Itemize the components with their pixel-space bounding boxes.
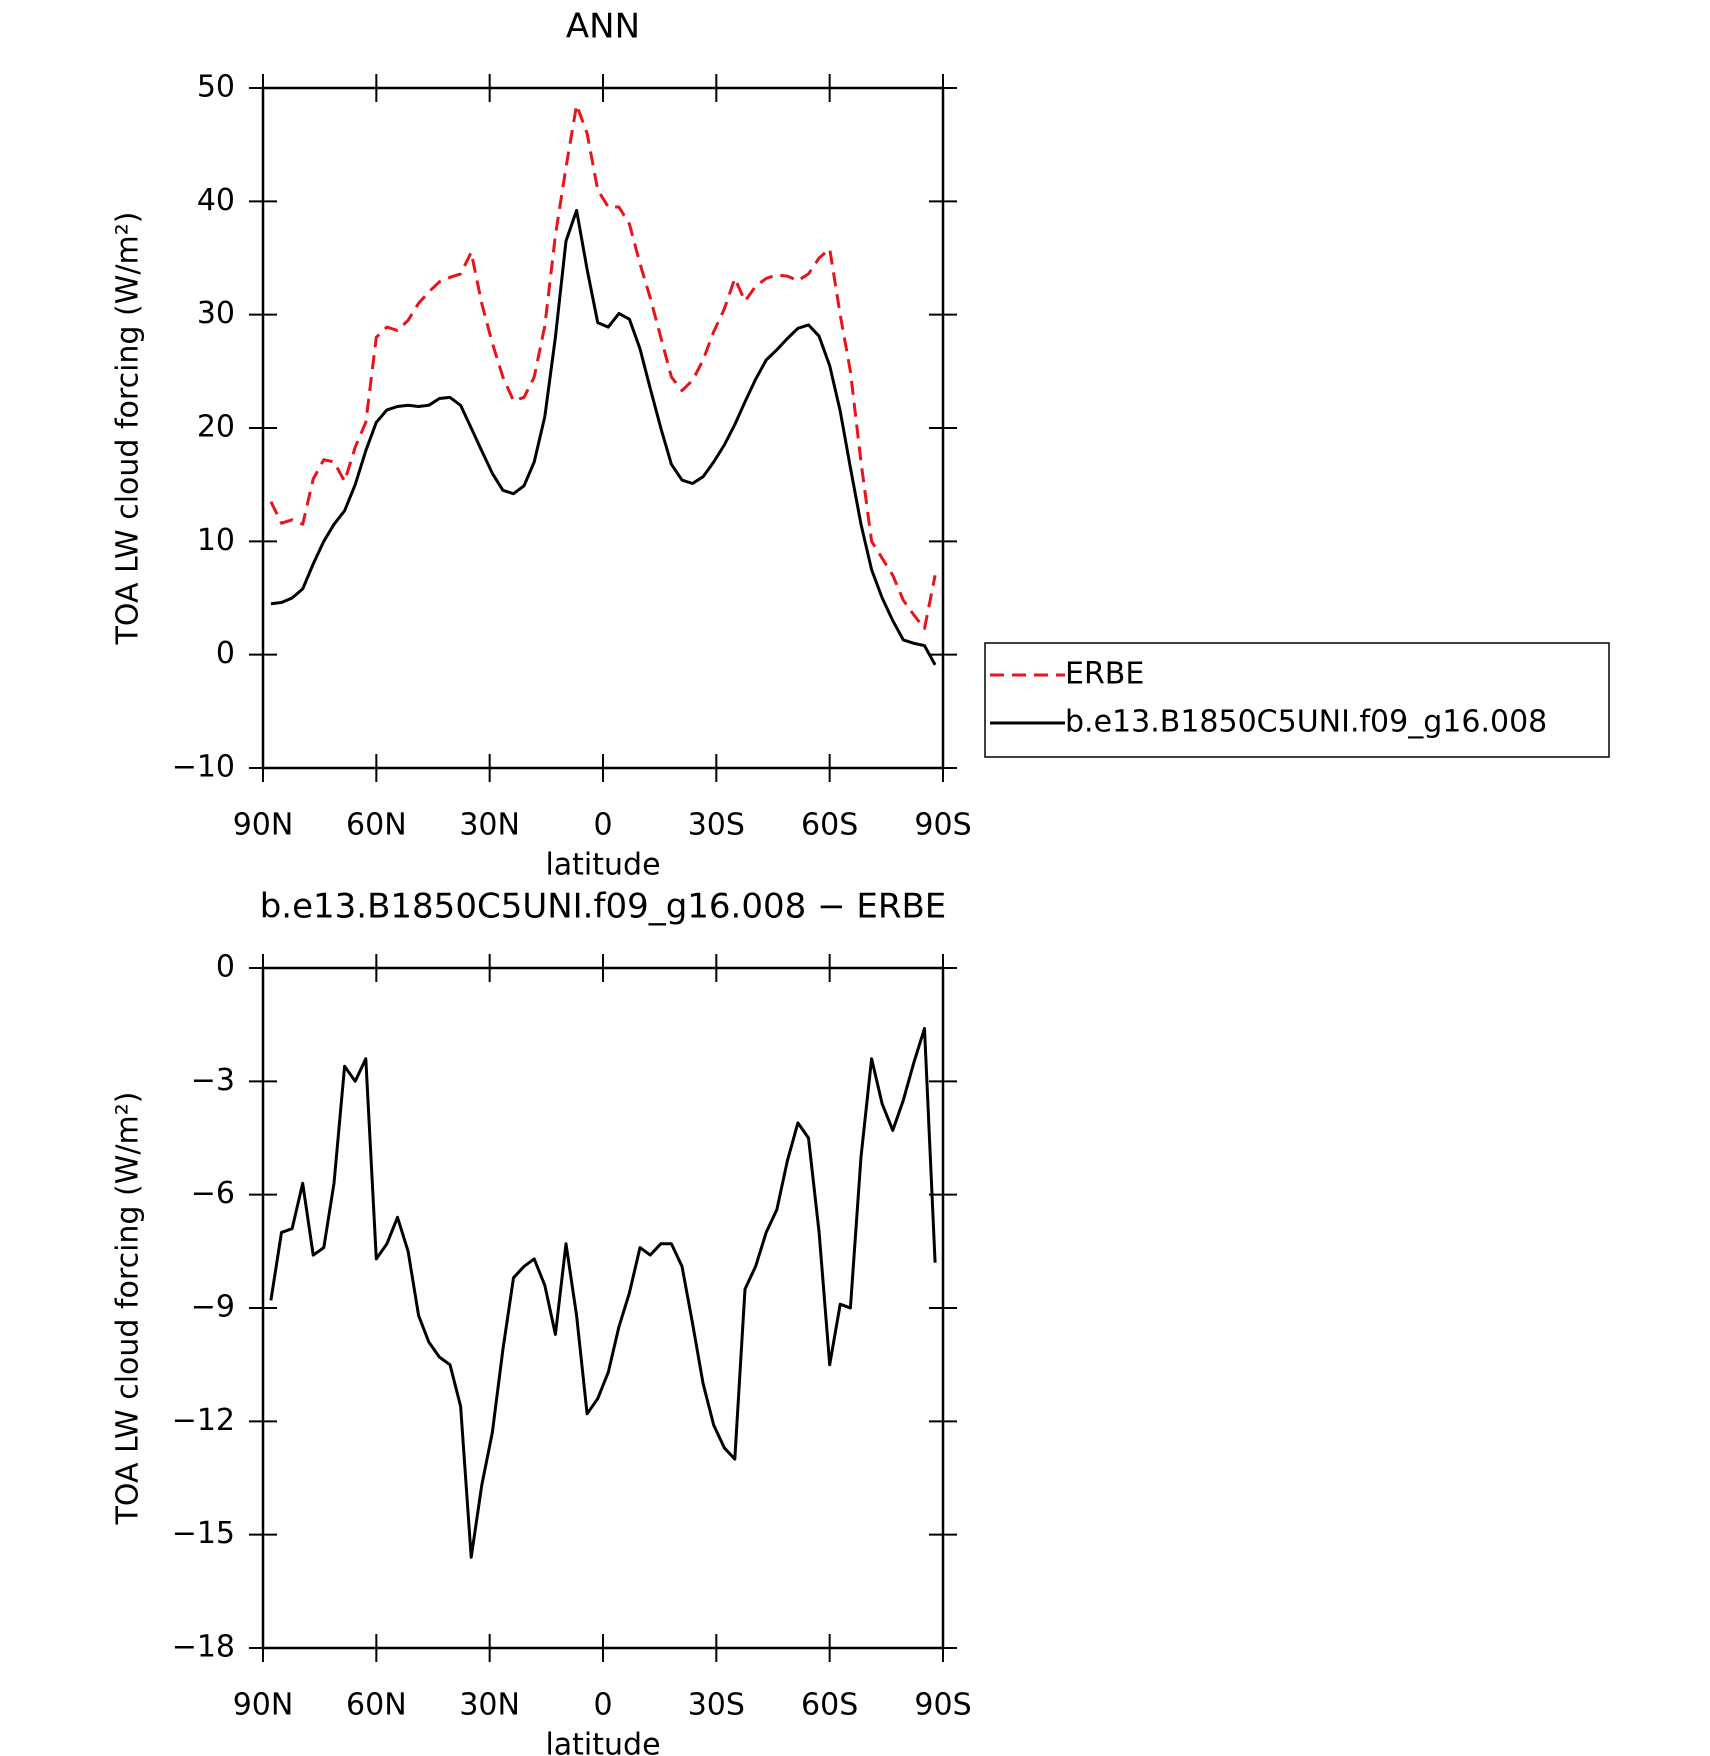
x-axis-label: latitude [545, 1728, 660, 1756]
chart-title: ANN [566, 7, 640, 47]
y-axis-label: TOA LW cloud forcing (W/m²) [111, 1092, 146, 1526]
y-tick-label: 20 [197, 410, 235, 445]
y-tick-label: −12 [172, 1403, 235, 1438]
chart-title: b.e13.B1850C5UNI.f09_g16.008 − ERBE [260, 887, 947, 927]
y-tick-label: −3 [191, 1063, 235, 1098]
x-tick-label: 90S [914, 1688, 971, 1723]
y-tick-label: 10 [197, 523, 235, 558]
x-tick-label: 30N [459, 1688, 520, 1723]
y-tick-label: 30 [197, 296, 235, 331]
x-tick-label: 60N [346, 1688, 407, 1723]
x-tick-label: 90N [233, 808, 294, 843]
y-tick-label: −9 [191, 1290, 235, 1325]
y-tick-label: 0 [216, 636, 235, 671]
series-line [270, 208, 937, 666]
y-tick-label: −18 [172, 1630, 235, 1665]
x-tick-label: 0 [593, 808, 612, 843]
x-tick-label: 90S [914, 808, 971, 843]
y-tick-label: −10 [172, 750, 235, 785]
legend-label: b.e13.B1850C5UNI.f09_g16.008 [1065, 705, 1547, 740]
plot-frame [261, 86, 945, 770]
series-line [269, 103, 937, 631]
y-tick-label: 0 [216, 950, 235, 985]
x-tick-label: 60S [801, 1688, 858, 1723]
x-tick-label: 0 [593, 1688, 612, 1723]
x-tick-label: 30N [459, 808, 520, 843]
x-tick-label: 60S [801, 808, 858, 843]
legend-label: ERBE [1065, 657, 1144, 692]
y-tick-label: −15 [172, 1516, 235, 1551]
x-tick-label: 30S [688, 808, 745, 843]
y-tick-label: 50 [197, 70, 235, 105]
series-line [269, 1026, 937, 1559]
x-axis-label: latitude [545, 848, 660, 883]
plot-frame [261, 966, 945, 1650]
x-tick-label: 60N [346, 808, 407, 843]
y-axis-label: TOA LW cloud forcing (W/m²) [111, 212, 146, 646]
y-tick-label: 40 [197, 183, 235, 218]
y-tick-label: −6 [191, 1176, 235, 1211]
x-tick-label: 30S [688, 1688, 745, 1723]
x-tick-label: 90N [233, 1688, 294, 1723]
legend-box [984, 642, 1610, 758]
